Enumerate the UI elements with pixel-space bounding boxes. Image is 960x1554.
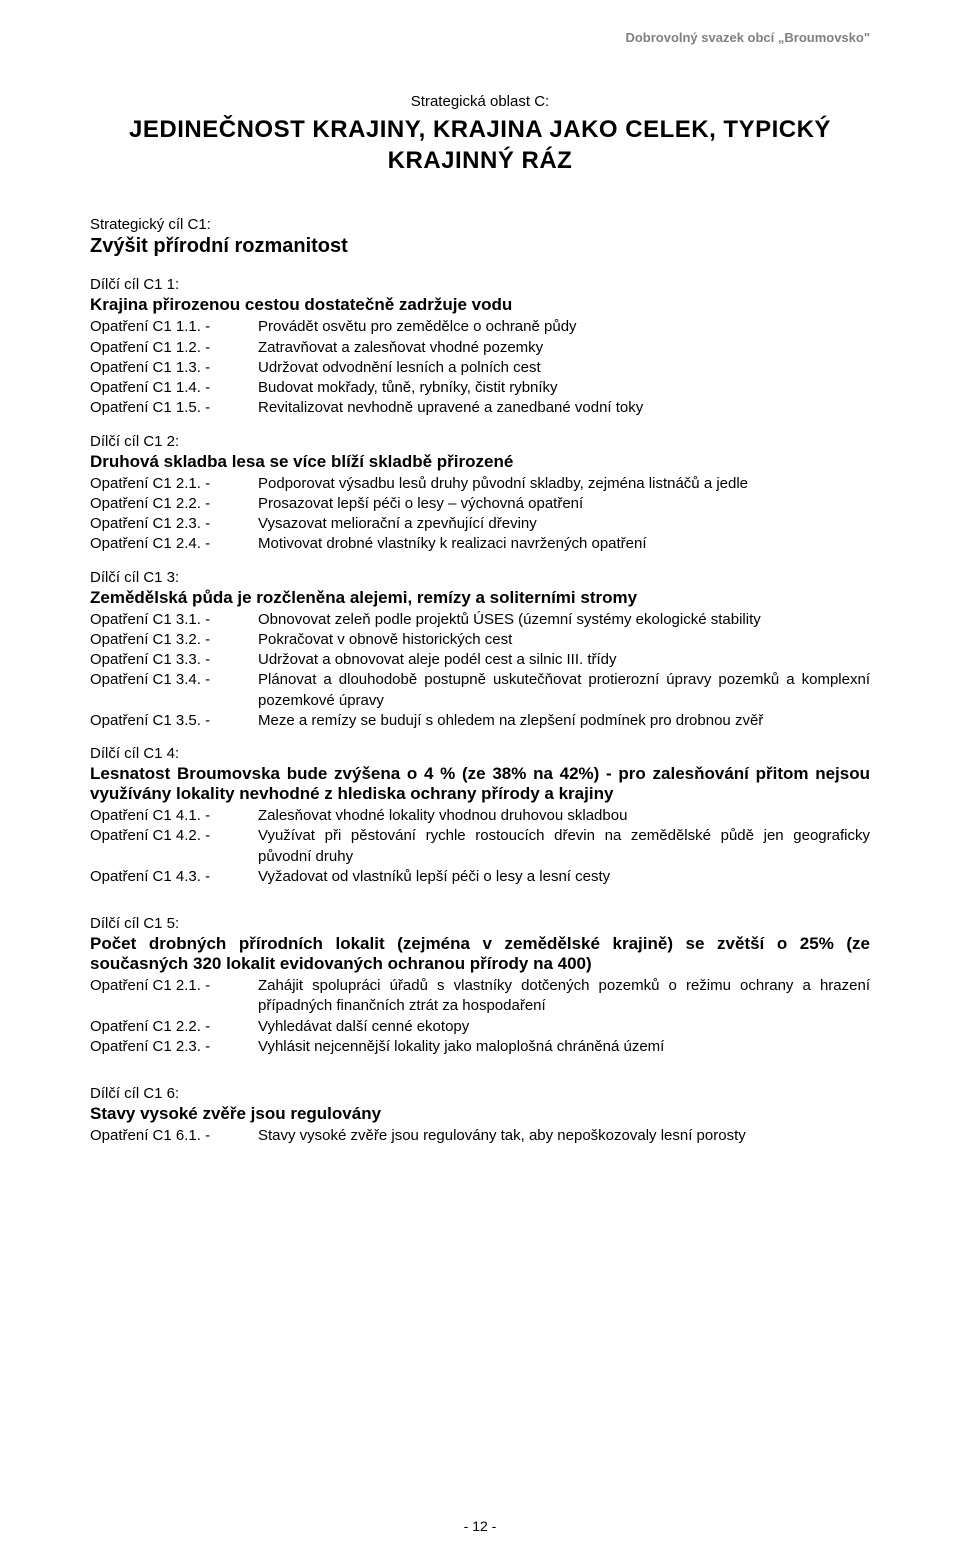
- measure-row: Opatření C1 2.3. -Vyhlásit nejcennější l…: [90, 1037, 870, 1057]
- measure-value: Vyhledávat další cenné ekotopy: [258, 1017, 870, 1037]
- measure-key: Opatření C1 3.5. -: [90, 711, 258, 731]
- measure-key: Opatření C1 4.2. -: [90, 826, 258, 867]
- measure-key: Opatření C1 4.3. -: [90, 867, 258, 887]
- measure-row: Opatření C1 3.1. -Obnovovat zeleň podle …: [90, 610, 870, 630]
- measure-value: Provádět osvětu pro zemědělce o ochraně …: [258, 317, 870, 337]
- measure-row: Opatření C1 3.2. -Pokračovat v obnově hi…: [90, 630, 870, 650]
- measure-value: Prosazovat lepší péči o lesy – výchovná …: [258, 494, 870, 514]
- measure-value: Meze a remízy se budují s ohledem na zle…: [258, 711, 870, 731]
- measure-key: Opatření C1 2.1. -: [90, 976, 258, 1017]
- sub-goal-label: Dílčí cíl C1 5:: [90, 915, 870, 932]
- measure-row: Opatření C1 1.1. -Provádět osvětu pro ze…: [90, 317, 870, 337]
- measure-row: Opatření C1 2.3. -Vysazovat meliorační a…: [90, 514, 870, 534]
- measure-value: Zalesňovat vhodné lokality vhodnou druho…: [258, 806, 870, 826]
- measure-key: Opatření C1 2.1. -: [90, 474, 258, 494]
- main-title: JEDINEČNOST KRAJINY, KRAJINA JAKO CELEK,…: [90, 114, 870, 176]
- measure-row: Opatření C1 4.3. -Vyžadovat od vlastníků…: [90, 867, 870, 887]
- page-container: Dobrovolný svazek obcí „Broumovsko" Stra…: [0, 0, 960, 1554]
- measure-key: Opatření C1 1.2. -: [90, 338, 258, 358]
- measure-key: Opatření C1 2.2. -: [90, 1017, 258, 1037]
- measure-row: Opatření C1 4.2. -Využívat při pěstování…: [90, 826, 870, 867]
- measure-value: Zahájit spolupráci úřadů s vlastníky dot…: [258, 976, 870, 1017]
- sub-goal-title: Počet drobných přírodních lokalit (zejmé…: [90, 934, 870, 974]
- measure-value: Revitalizovat nevhodně upravené a zanedb…: [258, 398, 870, 418]
- goal-title: Zvýšit přírodní rozmanitost: [90, 235, 870, 258]
- measure-row: Opatření C1 2.1. -Podporovat výsadbu les…: [90, 474, 870, 494]
- sub-goal-title: Stavy vysoké zvěře jsou regulovány: [90, 1104, 870, 1124]
- measure-value: Stavy vysoké zvěře jsou regulovány tak, …: [258, 1126, 870, 1146]
- measure-row: Opatření C1 1.2. -Zatravňovat a zalesňov…: [90, 338, 870, 358]
- sub-goal-label: Dílčí cíl C1 4:: [90, 745, 870, 762]
- measure-key: Opatření C1 6.1. -: [90, 1126, 258, 1146]
- measure-key: Opatření C1 1.3. -: [90, 358, 258, 378]
- measure-value: Vyžadovat od vlastníků lepší péči o lesy…: [258, 867, 870, 887]
- measure-row: Opatření C1 2.2. -Prosazovat lepší péči …: [90, 494, 870, 514]
- sub-goal-title: Druhová skladba lesa se více blíží sklad…: [90, 452, 870, 472]
- measure-row: Opatření C1 2.1. -Zahájit spolupráci úřa…: [90, 976, 870, 1017]
- sections-container: Dílčí cíl C1 1: Krajina přirozenou cestou…: [90, 276, 870, 1146]
- sub-goal-label: Dílčí cíl C1 1:: [90, 276, 870, 293]
- sub-goal-title: Krajina přirozenou cestou dostatečně zad…: [90, 295, 870, 315]
- measure-value: Motivovat drobné vlastníky k realizaci n…: [258, 534, 870, 554]
- measure-value: Udržovat a obnovovat aleje podél cest a …: [258, 650, 870, 670]
- measure-value: Pokračovat v obnově historických cest: [258, 630, 870, 650]
- measure-key: Opatření C1 1.1. -: [90, 317, 258, 337]
- page-footer: - 12 -: [0, 1518, 960, 1534]
- measure-key: Opatření C1 2.4. -: [90, 534, 258, 554]
- measure-row: Opatření C1 2.4. -Motivovat drobné vlast…: [90, 534, 870, 554]
- measure-key: Opatření C1 3.2. -: [90, 630, 258, 650]
- measure-key: Opatření C1 2.3. -: [90, 1037, 258, 1057]
- measure-key: Opatření C1 3.3. -: [90, 650, 258, 670]
- measure-value: Využívat při pěstování rychle rostoucích…: [258, 826, 870, 867]
- measure-row: Opatření C1 2.2. -Vyhledávat další cenné…: [90, 1017, 870, 1037]
- measure-value: Vyhlásit nejcennější lokality jako malop…: [258, 1037, 870, 1057]
- measure-value: Udržovat odvodnění lesních a polních ces…: [258, 358, 870, 378]
- sub-goal-label: Dílčí cíl C1 2:: [90, 433, 870, 450]
- measure-row: Opatření C1 4.1. -Zalesňovat vhodné loka…: [90, 806, 870, 826]
- measure-row: Opatření C1 3.4. -Plánovat a dlouhodobě …: [90, 670, 870, 711]
- sub-goal-title: Zemědělská půda je rozčleněna alejemi, r…: [90, 588, 870, 608]
- measure-row: Opatření C1 1.4. -Budovat mokřady, tůně,…: [90, 378, 870, 398]
- page-header: Dobrovolný svazek obcí „Broumovsko": [90, 30, 870, 45]
- goal-label: Strategický cíl C1:: [90, 216, 870, 233]
- measure-row: Opatření C1 6.1. -Stavy vysoké zvěře jso…: [90, 1126, 870, 1146]
- measure-key: Opatření C1 3.4. -: [90, 670, 258, 711]
- measure-key: Opatření C1 2.2. -: [90, 494, 258, 514]
- measure-row: Opatření C1 1.3. -Udržovat odvodnění les…: [90, 358, 870, 378]
- measure-key: Opatření C1 1.4. -: [90, 378, 258, 398]
- area-label: Strategická oblast C:: [90, 93, 870, 110]
- measure-value: Budovat mokřady, tůně, rybníky, čistit r…: [258, 378, 870, 398]
- measure-value: Podporovat výsadbu lesů druhy původní sk…: [258, 474, 870, 494]
- sub-goal-label: Dílčí cíl C1 3:: [90, 569, 870, 586]
- measure-key: Opatření C1 2.3. -: [90, 514, 258, 534]
- measure-value: Obnovovat zeleň podle projektů ÚSES (úze…: [258, 610, 870, 630]
- measure-row: Opatření C1 1.5. -Revitalizovat nevhodně…: [90, 398, 870, 418]
- measure-row: Opatření C1 3.5. -Meze a remízy se buduj…: [90, 711, 870, 731]
- sub-goal-label: Dílčí cíl C1 6:: [90, 1085, 870, 1102]
- measure-value: Plánovat a dlouhodobě postupně uskutečňo…: [258, 670, 870, 711]
- sub-goal-title: Lesnatost Broumovska bude zvýšena o 4 % …: [90, 764, 870, 804]
- measure-key: Opatření C1 3.1. -: [90, 610, 258, 630]
- measure-row: Opatření C1 3.3. -Udržovat a obnovovat a…: [90, 650, 870, 670]
- measure-value: Vysazovat meliorační a zpevňující dřevin…: [258, 514, 870, 534]
- measure-key: Opatření C1 4.1. -: [90, 806, 258, 826]
- measure-key: Opatření C1 1.5. -: [90, 398, 258, 418]
- measure-value: Zatravňovat a zalesňovat vhodné pozemky: [258, 338, 870, 358]
